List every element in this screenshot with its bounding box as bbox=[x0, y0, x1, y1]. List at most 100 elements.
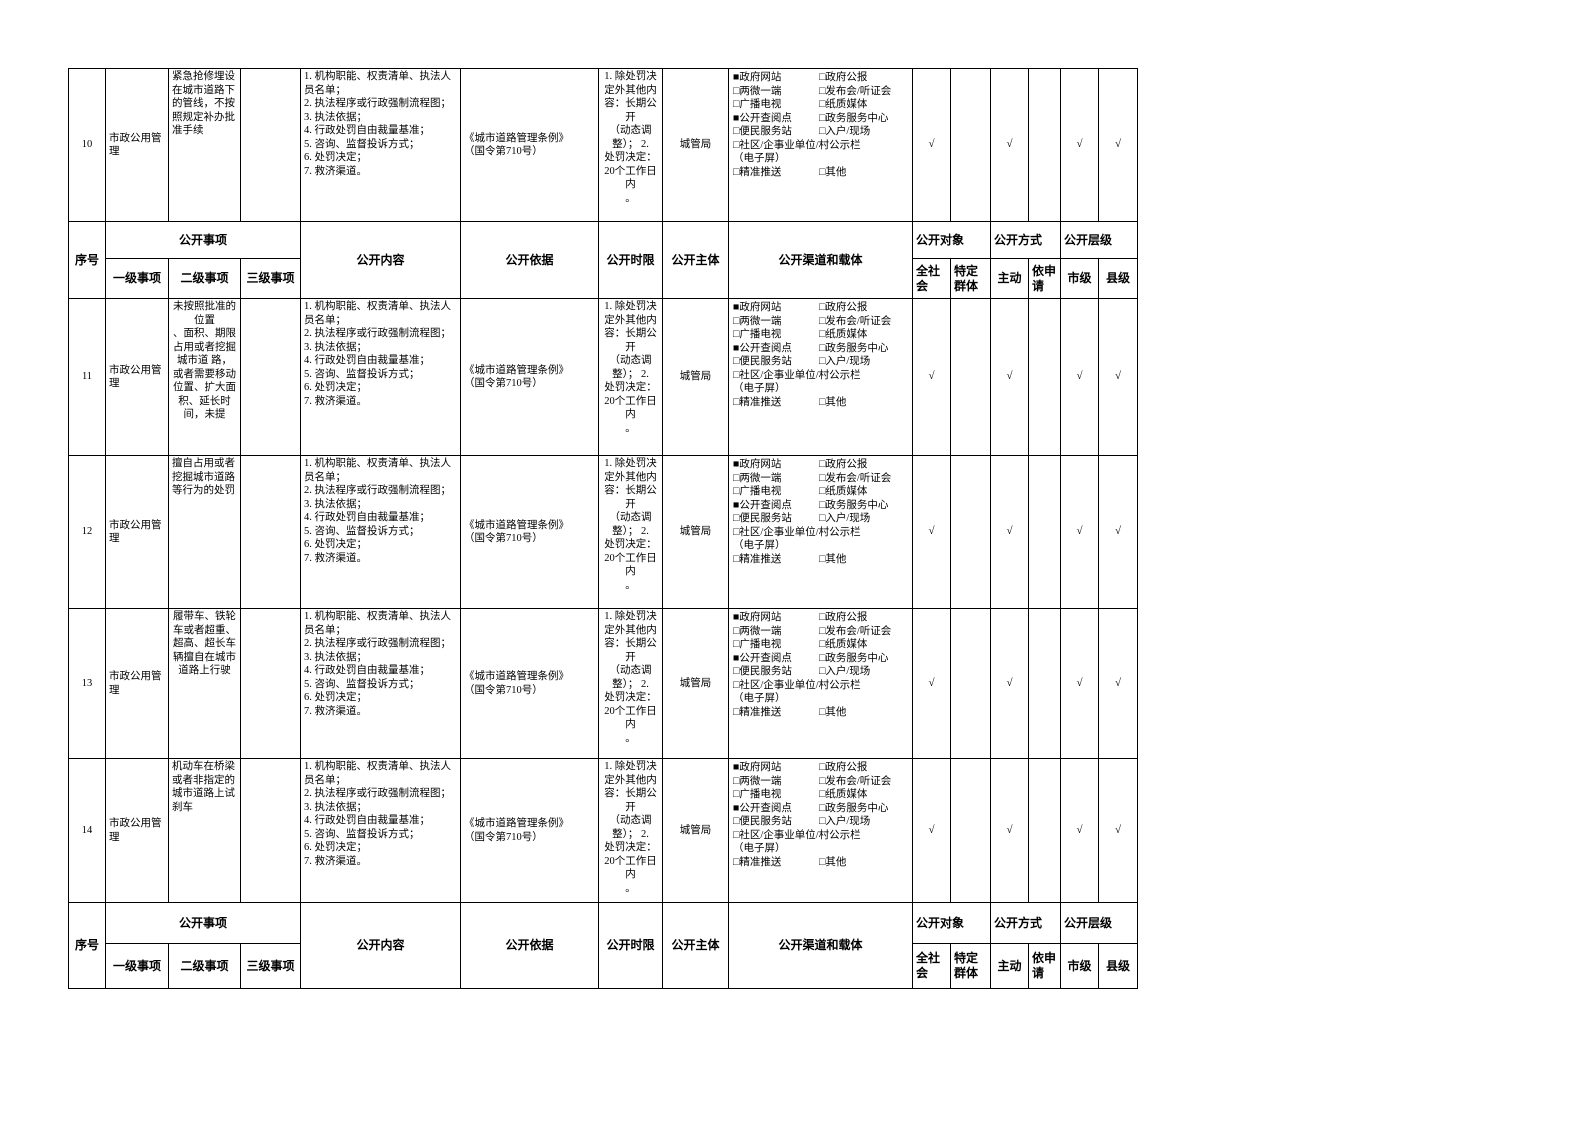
channel-item-left: ■公开查阅点 bbox=[733, 112, 792, 124]
cell-check-audience-all: √ bbox=[912, 608, 951, 759]
header-subject: 公开主体 bbox=[662, 902, 729, 989]
cell-check-method-on-request bbox=[1028, 758, 1061, 903]
channel-line: □精准推送 □其他 bbox=[733, 396, 908, 410]
channel-item-right: □入户/现场 bbox=[819, 513, 871, 524]
channel-item-right: □发布会/听证会 bbox=[819, 85, 892, 97]
cell-level1: 市政公用管理 bbox=[105, 298, 169, 456]
cell-channels: ■政府网站 □政府公报 □两微一端 □发布会/听证会 □广播电视 □纸质媒体 ■公开查阅点 □… bbox=[728, 455, 913, 609]
channel-item-right: □政务服务中心 bbox=[819, 499, 889, 511]
header-channels: 公开渠道和载体 bbox=[728, 902, 913, 989]
channel-line: ■公开查阅点 □政务服务中心 bbox=[733, 499, 908, 513]
channel-line: □精准推送 □其他 bbox=[733, 706, 908, 720]
channel-item-left: □广播电视 bbox=[733, 329, 782, 340]
cell-basis: 《城市道路管理条例》 （国令第710号） bbox=[460, 455, 599, 609]
cell-subject: 城管局 bbox=[662, 298, 729, 456]
channel-item-right: □纸质媒体 bbox=[819, 639, 868, 650]
header-audience-group: 公开对象 bbox=[912, 902, 991, 944]
header-level1: 一级事项 bbox=[105, 258, 169, 299]
cell-seq: 12 bbox=[68, 455, 106, 609]
header-channels: 公开渠道和载体 bbox=[728, 221, 913, 299]
cell-channels: ■政府网站 □政府公报 □两微一端 □发布会/听证会 □广播电视 □纸质媒体 ■公开查阅点 □… bbox=[728, 608, 913, 759]
channel-line: ■公开查阅点 □政务服务中心 bbox=[733, 652, 908, 666]
cell-level2: 擅自占用或者 挖掘城市道路 等行为的处罚 bbox=[168, 455, 241, 609]
header-seq: 序号 bbox=[68, 902, 106, 989]
cell-check-audience-all: √ bbox=[912, 298, 951, 456]
channel-line: □广播电视 □纸质媒体 bbox=[733, 638, 908, 652]
cell-subject: 城管局 bbox=[662, 608, 729, 759]
channel-line: □两微一端 □发布会/听证会 bbox=[733, 625, 908, 639]
channel-line: ■政府网站 □政府公报 bbox=[733, 301, 908, 315]
cell-check-audience-all: √ bbox=[912, 455, 951, 609]
header-items-group: 公开事项 bbox=[105, 902, 301, 944]
header-method-group: 公开方式 bbox=[990, 902, 1061, 944]
channel-item-full: （电子屏） bbox=[733, 540, 786, 551]
cell-basis: 《城市道路管理条例》 （国令第710号） bbox=[460, 68, 599, 222]
header-row: 序号 公开事项 公开内容 公开依据 公开时限 公开主体 公开渠道和载体 公开对象 公开方式 公开层… bbox=[68, 221, 1138, 299]
cell-check-level-city: √ bbox=[1060, 298, 1099, 456]
channel-item-left: □两微一端 bbox=[733, 85, 782, 97]
cell-seq: 14 bbox=[68, 758, 106, 903]
channel-item-left: ■公开查阅点 bbox=[733, 342, 792, 354]
channel-item-right: □纸质媒体 bbox=[819, 486, 868, 497]
channel-line: □广播电视 □纸质媒体 bbox=[733, 98, 908, 112]
cell-check-method-proactive: √ bbox=[990, 455, 1029, 609]
cell-subject: 城管局 bbox=[662, 455, 729, 609]
channel-item-right: □政府公报 bbox=[819, 612, 868, 623]
channel-item-full: （电子屏） bbox=[733, 153, 786, 164]
channel-item-left: ■政府网站 bbox=[733, 72, 782, 83]
header-method-group: 公开方式 bbox=[990, 221, 1061, 259]
table-row: 14 市政公用管理 机动车在桥梁 或者非指定的 城市道路上试 刹车 1. 机构职能、权… bbox=[68, 758, 1138, 903]
cell-check-method-on-request bbox=[1028, 608, 1061, 759]
channel-line: □广播电视 □纸质媒体 bbox=[733, 788, 908, 802]
cell-level1: 市政公用管理 bbox=[105, 758, 169, 903]
cell-seq: 13 bbox=[68, 608, 106, 759]
header-method-on-request: 依申请 bbox=[1028, 258, 1061, 299]
cell-check-method-proactive: √ bbox=[990, 298, 1029, 456]
channel-item-right: □入户/现场 bbox=[819, 666, 871, 677]
channel-item-right: □入户/现场 bbox=[819, 356, 871, 367]
cell-check-level-city: √ bbox=[1060, 68, 1099, 222]
header-method-on-request: 依申请 bbox=[1028, 943, 1061, 989]
cell-time-limit: 1. 除处罚决 定外其他内 容：长期公 开 （动态调 整）； 2. 处罚决定： … bbox=[598, 298, 663, 456]
channel-item-right: □政府公报 bbox=[819, 72, 868, 83]
cell-check-audience-all: √ bbox=[912, 68, 951, 222]
channel-item-right: □政务服务中心 bbox=[819, 652, 889, 664]
channel-item-left: ■政府网站 bbox=[733, 459, 782, 470]
cell-check-level-city: √ bbox=[1060, 455, 1099, 609]
channel-line: □便民服务站 □入户/现场 bbox=[733, 665, 908, 679]
header-time-limit: 公开时限 bbox=[598, 902, 663, 989]
channel-item-full: （电子屏） bbox=[733, 693, 786, 704]
channel-item-left: □两微一端 bbox=[733, 625, 782, 637]
table-row: 10 市政公用管理 紧急抢修埋设 在城市道路下 的管线，不按 照规定补办批 准手续 1… bbox=[68, 68, 1138, 222]
header-level2: 二级事项 bbox=[168, 943, 241, 989]
channel-line: □广播电视 □纸质媒体 bbox=[733, 485, 908, 499]
cell-check-audience-all: √ bbox=[912, 758, 951, 903]
cell-check-level-city: √ bbox=[1060, 758, 1099, 903]
channel-item-left: □便民服务站 bbox=[733, 356, 792, 367]
cell-seq: 11 bbox=[68, 298, 106, 456]
channel-item-left: □两微一端 bbox=[733, 472, 782, 484]
channel-item-right: □政府公报 bbox=[819, 302, 868, 313]
channel-line: ■政府网站 □政府公报 bbox=[733, 611, 908, 625]
channel-item-left: □精准推送 bbox=[733, 856, 782, 868]
cell-basis: 《城市道路管理条例》 （国令第710号） bbox=[460, 608, 599, 759]
channel-item-right: □政务服务中心 bbox=[819, 342, 889, 354]
channel-item-right: □发布会/听证会 bbox=[819, 625, 892, 637]
cell-channels: ■政府网站 □政府公报 □两微一端 □发布会/听证会 □广播电视 □纸质媒体 ■公开查阅点 □… bbox=[728, 758, 913, 903]
cell-subject: 城管局 bbox=[662, 68, 729, 222]
channel-line: □便民服务站 □入户/现场 bbox=[733, 355, 908, 369]
channel-item-full: （电子屏） bbox=[733, 843, 786, 854]
channel-line: □两微一端 □发布会/听证会 bbox=[733, 775, 908, 789]
channel-item-left: □广播电视 bbox=[733, 486, 782, 497]
header-level-city: 市级 bbox=[1060, 258, 1099, 299]
channel-item-left: ■公开查阅点 bbox=[733, 652, 792, 664]
channel-item-full: （电子屏） bbox=[733, 383, 786, 394]
header-audience-specific: 特定群体 bbox=[950, 943, 991, 989]
channel-line: （电子屏） bbox=[733, 152, 908, 166]
channel-line: ■公开查阅点 □政务服务中心 bbox=[733, 342, 908, 356]
cell-level3 bbox=[240, 455, 301, 609]
header-audience-group: 公开对象 bbox=[912, 221, 991, 259]
header-level-city: 市级 bbox=[1060, 943, 1099, 989]
cell-check-method-proactive: √ bbox=[990, 758, 1029, 903]
channel-item-left: □广播电视 bbox=[733, 99, 782, 110]
